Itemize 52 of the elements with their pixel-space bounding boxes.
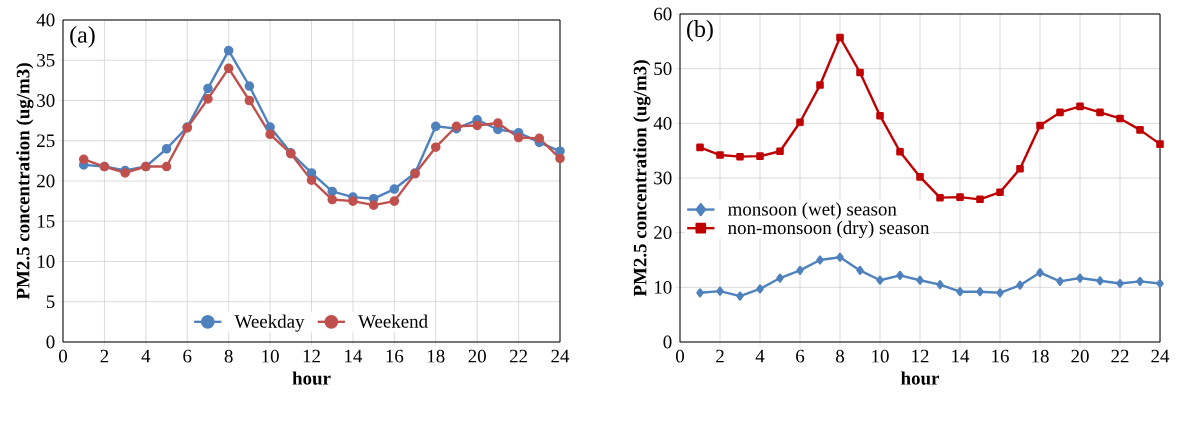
y-tick-label: 0: [46, 335, 55, 349]
legend-label: non-monsoon (dry) season: [728, 220, 930, 239]
x-tick-label: 10: [262, 349, 279, 363]
y-tick-label: 20: [654, 226, 672, 240]
x-tick-label: 6: [183, 349, 192, 363]
x-tick-label: 18: [427, 349, 445, 363]
legend-label: Weekday: [234, 314, 305, 332]
y-tick-label: 60: [654, 7, 672, 21]
y-tick-label: 35: [37, 53, 55, 67]
y-tick-label: 50: [654, 62, 672, 76]
x-tick-label: 8: [836, 349, 845, 363]
y-tick-label: 30: [37, 94, 55, 107]
y-tick-label: 10: [37, 255, 55, 268]
x-tick-label: 4: [755, 349, 765, 363]
x-tick-label: 20: [468, 349, 486, 363]
x-tick-label: 12: [303, 349, 320, 363]
x-tick-label: 14: [952, 349, 970, 363]
y-tick-label: 30: [654, 171, 672, 185]
x-tick-label: 16: [386, 349, 404, 363]
y-tick-label: 15: [37, 214, 55, 228]
x-tick-label: 20: [1071, 349, 1089, 363]
x-tick-label: 22: [1111, 349, 1129, 363]
y-tick-label: 5: [46, 295, 55, 309]
x-tick-label: 0: [58, 349, 68, 363]
y-axis-title: PM2.5 concentration (ug/m3): [633, 60, 651, 297]
x-tick-label: 8: [224, 349, 233, 363]
y-tick-label: 0: [663, 335, 672, 349]
annotation: (a): [70, 26, 95, 48]
x-tick-label: 18: [1032, 349, 1049, 363]
y-tick-label: 20: [37, 174, 55, 188]
x-tick-label: 12: [912, 349, 929, 363]
y-tick-label: 25: [37, 134, 55, 148]
y-tick-label: 10: [654, 280, 672, 294]
x-tick-label: 22: [509, 349, 528, 363]
y-tick-label: 40: [653, 116, 672, 130]
x-tick-label: 0: [676, 349, 685, 363]
x-tick-label: 14: [345, 349, 363, 363]
x-tick-label: 16: [992, 349, 1009, 363]
y-axis-title: PM2.5 concentration (ug/m3): [16, 63, 34, 300]
x-tick-label: 10: [872, 349, 889, 363]
x-axis-title: hour: [901, 371, 940, 385]
x-tick-label: 2: [716, 349, 724, 363]
x-tick-label: 24: [1151, 349, 1170, 363]
x-tick-label: 4: [141, 349, 151, 363]
legend-label: monsoon (wet) season: [728, 202, 897, 220]
x-tick-label: 6: [796, 349, 805, 363]
legend-label: Weekend: [358, 314, 428, 328]
annotation: (b): [687, 20, 713, 42]
x-axis-title: hour: [292, 371, 331, 385]
x-tick-label: 2: [100, 349, 109, 363]
y-tick-label: 40: [36, 13, 55, 27]
x-tick-label: 24: [551, 349, 570, 363]
